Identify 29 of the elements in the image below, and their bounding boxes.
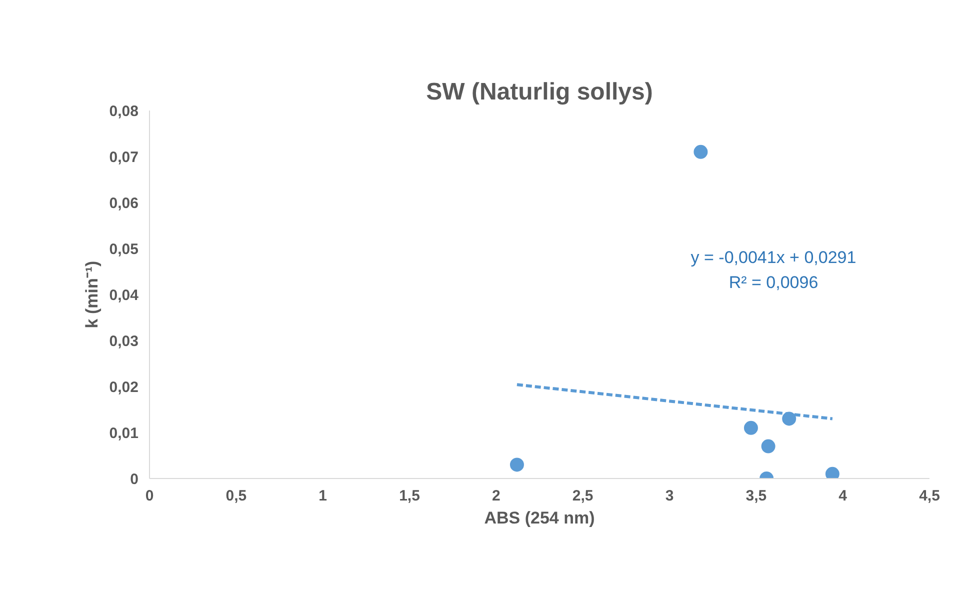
point xyxy=(744,420,758,435)
x-tick-label: 0 xyxy=(145,488,154,504)
point xyxy=(825,466,840,478)
y-tick-label: 0,07 xyxy=(109,149,139,166)
y-tick-label: 0,01 xyxy=(109,425,139,442)
x-tick-label: 4,5 xyxy=(919,488,940,504)
point xyxy=(761,439,776,454)
x-tick-label: 1 xyxy=(318,488,328,504)
x-tick-label: 4 xyxy=(838,488,848,504)
x-tick-label: 1,5 xyxy=(399,488,420,504)
x-tick-label: 3,5 xyxy=(746,488,767,504)
x-tick-label: 3 xyxy=(665,488,674,504)
y-tick-label: 0,08 xyxy=(109,103,139,120)
x-tick-label: 2 xyxy=(492,488,500,504)
x-axis-title: ABS (254 nm) xyxy=(484,508,595,528)
y-tick-label: 0,04 xyxy=(109,287,140,304)
annotation: y = -0,0041x + 0,0291 xyxy=(690,248,856,267)
y-tick-label: 0,06 xyxy=(109,195,139,212)
point xyxy=(694,144,708,159)
x-tick-label: 2,5 xyxy=(572,488,594,504)
y-tick-label: 0,02 xyxy=(109,379,139,396)
y-tick-label: 0 xyxy=(130,471,138,488)
y-tick-label: 0,05 xyxy=(109,241,139,258)
annotation: R² = 0,0096 xyxy=(728,273,818,292)
y-tick-label: 0,03 xyxy=(109,333,139,350)
chart-title: SW (Naturlig sollys) xyxy=(426,78,653,106)
x-tick-label: 0,5 xyxy=(226,488,247,504)
point xyxy=(510,458,524,472)
y-axis-title: k (min⁻¹) xyxy=(82,260,102,328)
